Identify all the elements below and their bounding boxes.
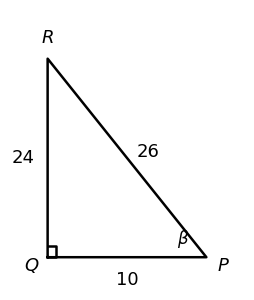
Text: P: P [217, 257, 228, 275]
Text: 26: 26 [137, 143, 160, 161]
Text: 24: 24 [12, 149, 35, 167]
Text: β: β [177, 230, 187, 248]
Text: Q: Q [24, 257, 38, 275]
Text: R: R [41, 29, 54, 47]
Text: 10: 10 [116, 271, 138, 289]
